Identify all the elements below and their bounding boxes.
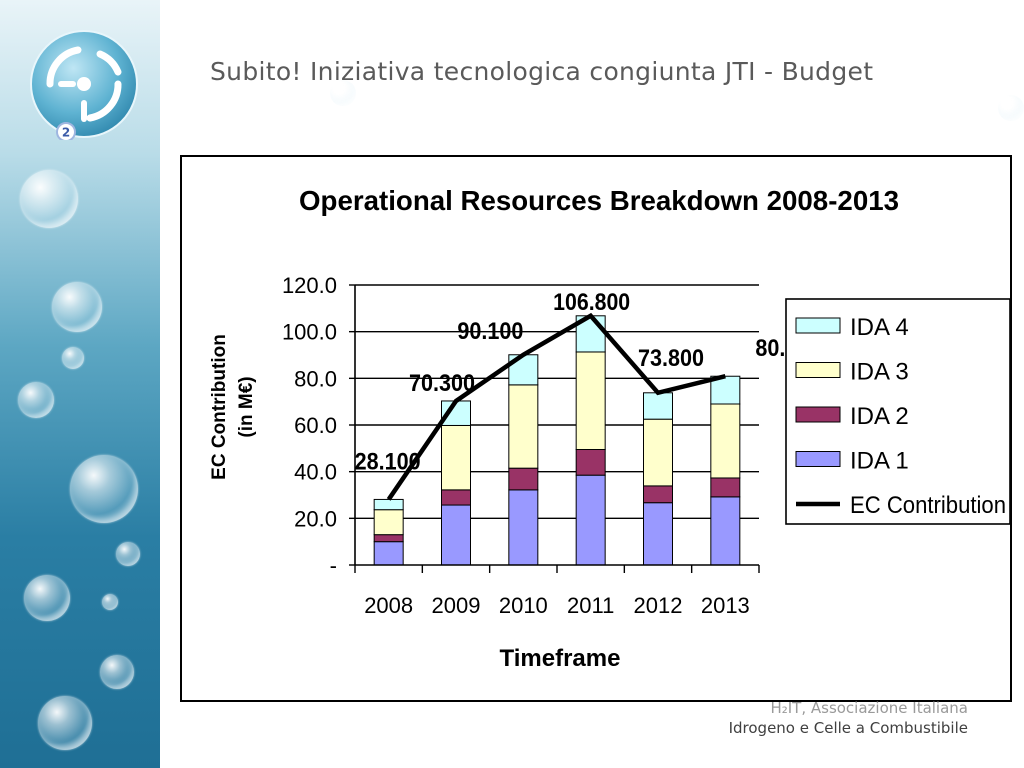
x-tick-label: 2009: [432, 593, 481, 618]
bar-segment-ida-2: [643, 485, 673, 504]
footer-line-1: H₂IT, Associazione Italiana: [770, 699, 968, 717]
x-tick-label: 2012: [634, 593, 683, 618]
bubble-decoration: [330, 80, 356, 106]
x-tick-label: 2011: [567, 593, 614, 618]
footer: H₂IT, Associazione Italiana Idrogeno e C…: [729, 698, 968, 738]
bar-segment-ida-4: [373, 498, 404, 511]
x-tick-label: 2008: [364, 593, 413, 618]
bubble-decoration: [116, 542, 140, 566]
bar-segment-ida-1: [441, 504, 471, 566]
chart-frame: Operational Resources Breakdown 2008-201…: [180, 155, 1012, 702]
axes: - 20.0 40.0 60.0 80.0 100.0 120.0 2008 2009 2010 2…: [282, 273, 760, 618]
logo-badge: 2: [62, 126, 70, 140]
bubble-decoration: [24, 575, 70, 621]
data-label: 106.800: [553, 289, 630, 316]
sidebar-decoration: 2: [0, 0, 160, 768]
legend-swatch: [795, 362, 841, 378]
bubble-decoration: [100, 655, 134, 689]
chart: Operational Resources Breakdown 2008-201…: [209, 185, 1010, 672]
y-axis-unit: (in M€): [236, 376, 257, 437]
bar-segment-ida-2: [508, 467, 539, 491]
bar-segment-ida-1: [373, 541, 404, 566]
chart-title: Operational Resources Breakdown 2008-201…: [299, 185, 899, 216]
bubble-decoration: [998, 95, 1024, 121]
bar-segment-ida-4: [643, 392, 673, 420]
line-layer: [386, 312, 726, 501]
ec-contribution-line: [386, 312, 726, 501]
bar-segment-ida-2: [373, 534, 404, 543]
h2it-logo: 2: [28, 28, 140, 142]
y-tick-label: -: [330, 553, 337, 578]
data-label: 73.800: [638, 345, 704, 372]
bar-segment-ida-3: [710, 403, 741, 479]
legend-label: IDA 3: [850, 359, 909, 386]
bar-segment-ida-3: [373, 509, 404, 536]
bar-segment-ida-3: [643, 418, 673, 487]
bar-segment-ida-1: [575, 474, 606, 566]
y-axis-title: EC Contribution: [209, 334, 230, 480]
logo-icon: 2: [30, 30, 138, 142]
bubble-decoration: [20, 170, 78, 228]
bar-segment-ida-1: [710, 496, 741, 566]
y-tick-label: 100.0: [282, 320, 337, 345]
bar-segment-ida-1: [508, 489, 539, 566]
bubble-decoration: [62, 347, 84, 369]
y-tick-label: 40.0: [294, 460, 337, 485]
x-axis-title: Timeframe: [500, 645, 621, 672]
y-tick-label: 60.0: [294, 413, 337, 438]
footer-line-2: Idrogeno e Celle a Combustibile: [728, 719, 968, 737]
legend-swatch: [795, 451, 841, 467]
legend-label: EC Contribution: [850, 492, 1006, 519]
bar-segment-ida-3: [441, 424, 471, 491]
bar-segment-ida-2: [575, 449, 606, 476]
bar-segment-ida-3: [508, 384, 539, 469]
y-tick-label: 80.0: [294, 366, 337, 391]
bar-segment-ida-1: [643, 502, 673, 566]
page-title: Subito! Iniziativa tecnologica congiunta…: [210, 57, 874, 86]
gridlines: [355, 284, 759, 520]
bar-segment-ida-2: [441, 489, 471, 506]
bubble-decoration: [38, 696, 92, 750]
data-label: 28.100: [355, 448, 421, 475]
bar-segment-ida-2: [710, 477, 741, 498]
legend-label: IDA 1: [850, 448, 909, 475]
data-label: 70.300: [409, 370, 475, 397]
bubble-decoration: [70, 455, 138, 523]
x-tick-label: 2010: [499, 593, 548, 618]
legend: IDA 4 IDA 3 IDA 2 IDA 1 EC Contribution: [785, 298, 1010, 525]
data-label: 90.100: [457, 318, 523, 345]
legend-label: IDA 2: [850, 403, 909, 430]
x-tick-label: 2013: [701, 593, 750, 618]
bubble-decoration: [102, 594, 118, 610]
bar-segment-ida-3: [575, 351, 606, 450]
legend-swatch: [795, 317, 841, 334]
bubble-decoration: [52, 282, 102, 332]
y-tick-label: 20.0: [294, 506, 337, 531]
y-tick-label: 120.0: [282, 273, 337, 298]
bubble-decoration: [18, 382, 54, 418]
legend-swatch: [795, 406, 841, 423]
legend-label: IDA 4: [850, 314, 909, 341]
